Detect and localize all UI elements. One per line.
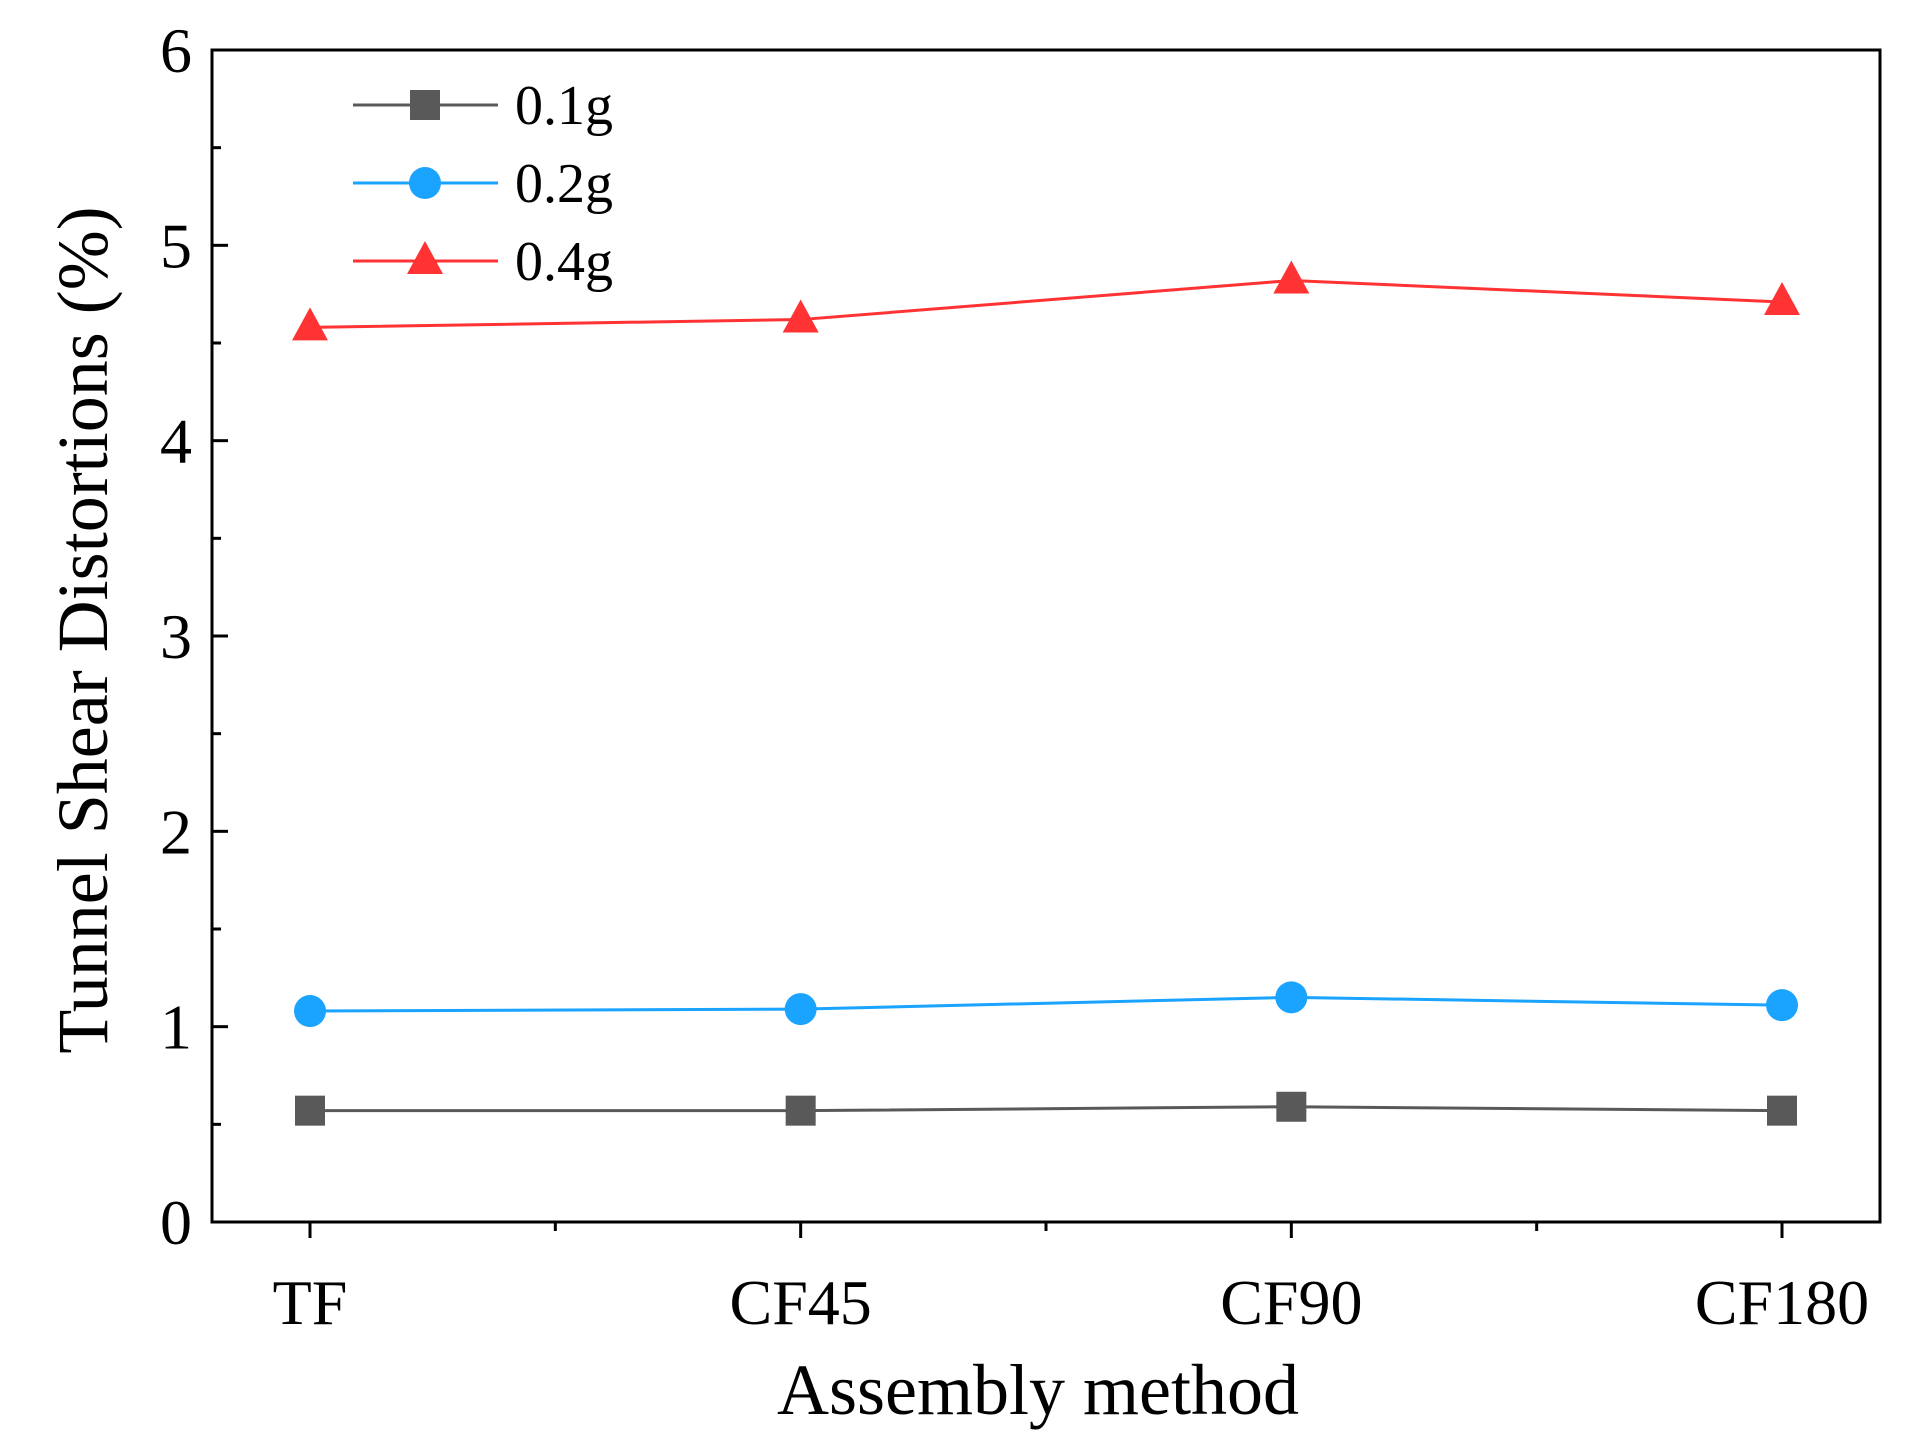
series-line bbox=[309, 995, 1783, 1013]
data-point bbox=[1273, 260, 1310, 294]
legend-marker bbox=[409, 167, 441, 199]
x-axis-title: Assembly method bbox=[777, 1350, 1299, 1430]
legend-marker bbox=[407, 241, 443, 274]
data-point bbox=[785, 1095, 816, 1126]
data-point bbox=[782, 299, 819, 333]
series-0.4g bbox=[292, 260, 1800, 341]
data-point bbox=[1275, 981, 1308, 1014]
data-point bbox=[292, 307, 328, 341]
y-tick-label: 0 bbox=[160, 1187, 192, 1258]
data-point bbox=[1764, 281, 1800, 315]
legend-label: 0.2g bbox=[515, 153, 613, 215]
legend-label: 0.1g bbox=[515, 75, 613, 137]
y-tick-label: 3 bbox=[160, 601, 192, 672]
x-tick-label: CF90 bbox=[1220, 1267, 1362, 1338]
y-tick-label: 1 bbox=[160, 992, 192, 1063]
y-tick-label: 5 bbox=[160, 210, 192, 281]
axes: 0 1 2 3 4 5 6 TF CF45 CF90 CF180 bbox=[160, 15, 1882, 1338]
legend-item: 0.1g bbox=[353, 75, 613, 137]
y-axis-title: Tunnel Shear Distortions (%) bbox=[43, 206, 123, 1053]
series-layer bbox=[292, 260, 1800, 1126]
data-point bbox=[1766, 989, 1798, 1022]
series-0.2g bbox=[294, 981, 1798, 1028]
legend-item: 0.4g bbox=[353, 231, 613, 293]
x-tick-label: CF45 bbox=[730, 1267, 872, 1338]
data-point bbox=[294, 995, 326, 1028]
series-0.1g bbox=[295, 1091, 1797, 1126]
legend-label: 0.4g bbox=[515, 231, 613, 293]
plot-frame bbox=[210, 48, 1882, 1224]
data-point bbox=[784, 993, 817, 1026]
x-tick-label: CF180 bbox=[1695, 1267, 1869, 1338]
x-tick-label: TF bbox=[273, 1267, 348, 1338]
data-point bbox=[1767, 1095, 1797, 1126]
series-line bbox=[309, 278, 1783, 329]
legend-marker bbox=[410, 90, 440, 120]
series-line bbox=[310, 1105, 1783, 1113]
legend-item: 0.2g bbox=[353, 153, 613, 215]
y-tick-label: 2 bbox=[160, 796, 192, 867]
data-point bbox=[295, 1095, 325, 1126]
y-tick-label: 4 bbox=[160, 406, 192, 477]
y-tick-label: 6 bbox=[160, 15, 192, 86]
legend: 0.1g 0.2g 0.4g bbox=[353, 75, 613, 293]
data-point bbox=[1276, 1091, 1307, 1122]
